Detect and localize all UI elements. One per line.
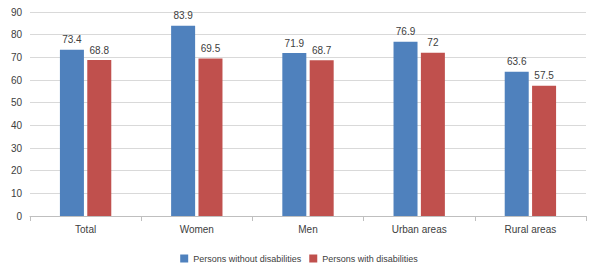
- svg-text:71.9: 71.9: [285, 38, 305, 49]
- svg-text:63.6: 63.6: [507, 56, 527, 67]
- svg-text:Men: Men: [298, 224, 317, 235]
- svg-text:Women: Women: [180, 224, 214, 235]
- svg-text:60: 60: [11, 75, 23, 86]
- svg-text:68.7: 68.7: [312, 45, 332, 56]
- svg-text:Total: Total: [75, 224, 96, 235]
- svg-text:30: 30: [11, 143, 23, 154]
- svg-text:Urban areas: Urban areas: [392, 224, 447, 235]
- svg-text:Persons without disabilities: Persons without disabilities: [193, 254, 302, 264]
- svg-text:Rural areas: Rural areas: [505, 224, 557, 235]
- svg-text:20: 20: [11, 165, 23, 176]
- svg-text:73.4: 73.4: [62, 34, 82, 45]
- svg-text:72: 72: [427, 37, 439, 48]
- svg-text:0: 0: [16, 211, 22, 222]
- svg-text:Persons with disabilities: Persons with disabilities: [322, 254, 418, 264]
- svg-text:83.9: 83.9: [173, 10, 193, 21]
- svg-text:80: 80: [11, 29, 23, 40]
- svg-text:68.8: 68.8: [90, 45, 110, 56]
- svg-text:90: 90: [11, 7, 23, 18]
- svg-text:50: 50: [11, 97, 23, 108]
- svg-text:40: 40: [11, 120, 23, 131]
- svg-text:10: 10: [11, 188, 23, 199]
- svg-text:69.5: 69.5: [201, 43, 221, 54]
- svg-text:57.5: 57.5: [534, 70, 554, 81]
- svg-text:70: 70: [11, 52, 23, 63]
- svg-text:76.9: 76.9: [396, 26, 416, 37]
